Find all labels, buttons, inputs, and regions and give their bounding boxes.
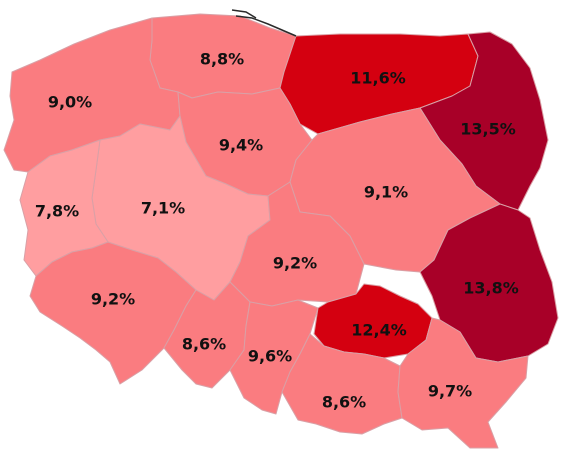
label-opolskie: 8,6% — [182, 335, 226, 354]
label-lubuskie: 7,8% — [35, 202, 79, 221]
label-lodzkie: 9,2% — [273, 254, 317, 273]
label-mazowieckie: 9,1% — [364, 183, 408, 202]
label-wielkopolskie: 7,1% — [141, 199, 185, 218]
region-podkarpackie — [397, 317, 529, 449]
hel-peninsula — [231, 9, 257, 19]
label-podlaskie: 13,5% — [460, 120, 516, 139]
label-kujawsko-pomorskie: 9,4% — [219, 136, 263, 155]
label-lubelskie: 13,8% — [463, 279, 519, 298]
label-podkarpackie: 9,7% — [428, 382, 472, 401]
label-malopolskie: 8,6% — [322, 393, 366, 412]
label-slaskie: 9,6% — [248, 347, 292, 366]
region-lodzkie — [229, 181, 365, 307]
label-swietokrzyskie: 12,4% — [351, 321, 407, 340]
label-warminsko-mazurskie: 11,6% — [350, 69, 406, 88]
label-zachodniopomorskie: 9,0% — [48, 93, 92, 112]
baltic-coastline — [235, 15, 297, 37]
label-dolnoslaskie: 9,2% — [91, 290, 135, 309]
region-opolskie — [163, 281, 251, 389]
label-pomorskie: 8,8% — [200, 50, 244, 69]
